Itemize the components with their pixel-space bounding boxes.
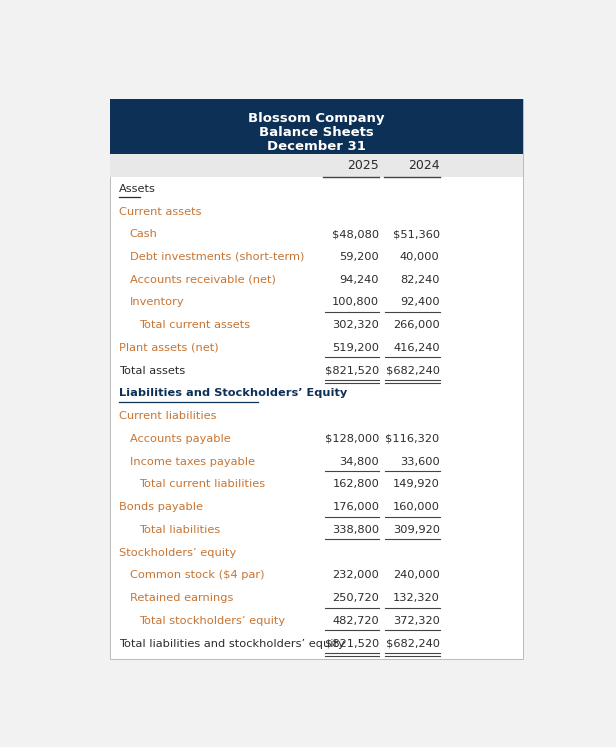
Text: 132,320: 132,320 <box>393 593 440 603</box>
Text: 240,000: 240,000 <box>393 570 440 580</box>
Text: $116,320: $116,320 <box>386 434 440 444</box>
Text: 40,000: 40,000 <box>400 252 440 262</box>
Text: Inventory: Inventory <box>130 297 184 308</box>
Text: 100,800: 100,800 <box>332 297 379 308</box>
Text: $821,520: $821,520 <box>325 639 379 648</box>
Bar <box>110 155 524 178</box>
Text: 250,720: 250,720 <box>333 593 379 603</box>
Text: Current assets: Current assets <box>119 206 201 217</box>
Text: Debt investments (short-term): Debt investments (short-term) <box>130 252 304 262</box>
Text: Total current assets: Total current assets <box>139 320 250 330</box>
Text: $48,080: $48,080 <box>332 229 379 239</box>
Text: Total liabilities and stockholders’ equity: Total liabilities and stockholders’ equi… <box>119 639 344 648</box>
Text: $51,360: $51,360 <box>392 229 440 239</box>
Bar <box>110 99 524 155</box>
Text: Plant assets (net): Plant assets (net) <box>119 343 219 353</box>
Text: 149,920: 149,920 <box>393 480 440 489</box>
Text: Accounts payable: Accounts payable <box>130 434 230 444</box>
Text: 82,240: 82,240 <box>400 275 440 285</box>
Text: 34,800: 34,800 <box>339 456 379 467</box>
Text: 59,200: 59,200 <box>339 252 379 262</box>
Text: December 31: December 31 <box>267 140 366 152</box>
Text: 519,200: 519,200 <box>332 343 379 353</box>
Text: Total stockholders’ equity: Total stockholders’ equity <box>139 616 285 626</box>
Text: Stockholders’ equity: Stockholders’ equity <box>119 548 236 557</box>
Text: Assets: Assets <box>119 184 156 193</box>
Text: 2024: 2024 <box>408 159 440 173</box>
Text: 309,920: 309,920 <box>393 525 440 535</box>
Text: 2025: 2025 <box>347 159 379 173</box>
Text: Common stock ($4 par): Common stock ($4 par) <box>130 570 264 580</box>
Text: 162,800: 162,800 <box>333 480 379 489</box>
Text: Blossom Company: Blossom Company <box>248 112 385 125</box>
Text: 176,000: 176,000 <box>332 502 379 512</box>
Text: Accounts receivable (net): Accounts receivable (net) <box>130 275 275 285</box>
Text: Total liabilities: Total liabilities <box>139 525 221 535</box>
Text: 266,000: 266,000 <box>393 320 440 330</box>
Text: $682,240: $682,240 <box>386 639 440 648</box>
Text: 92,400: 92,400 <box>400 297 440 308</box>
Text: 416,240: 416,240 <box>393 343 440 353</box>
Text: $128,000: $128,000 <box>325 434 379 444</box>
Text: 372,320: 372,320 <box>393 616 440 626</box>
Text: 302,320: 302,320 <box>333 320 379 330</box>
Text: $821,520: $821,520 <box>325 366 379 376</box>
Text: Total assets: Total assets <box>119 366 185 376</box>
Text: Liabilities and Stockholders’ Equity: Liabilities and Stockholders’ Equity <box>119 388 347 398</box>
Bar <box>110 99 524 660</box>
Text: Bonds payable: Bonds payable <box>119 502 203 512</box>
Text: 232,000: 232,000 <box>333 570 379 580</box>
Text: 94,240: 94,240 <box>340 275 379 285</box>
Text: Income taxes payable: Income taxes payable <box>130 456 254 467</box>
Text: 338,800: 338,800 <box>332 525 379 535</box>
Text: Total current liabilities: Total current liabilities <box>139 480 265 489</box>
Text: 482,720: 482,720 <box>333 616 379 626</box>
Text: Balance Sheets: Balance Sheets <box>259 125 374 139</box>
Text: $682,240: $682,240 <box>386 366 440 376</box>
Text: Cash: Cash <box>130 229 158 239</box>
Text: 160,000: 160,000 <box>393 502 440 512</box>
Text: Retained earnings: Retained earnings <box>130 593 233 603</box>
Text: 33,600: 33,600 <box>400 456 440 467</box>
Text: Current liabilities: Current liabilities <box>119 411 216 421</box>
